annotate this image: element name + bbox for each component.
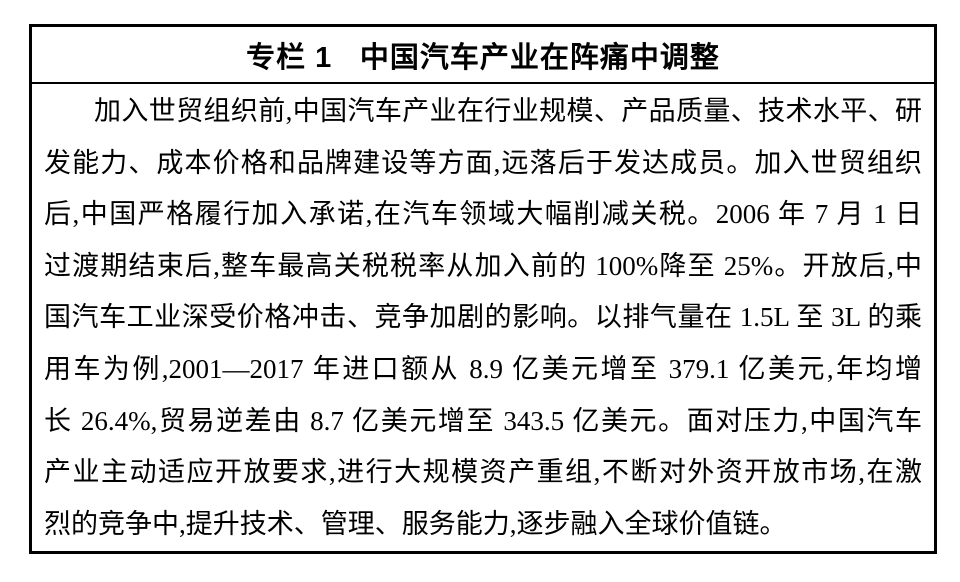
text-line: 产业主动适应开放要求,进行大规模资产重组,不断对外资开放市场,在激 xyxy=(44,457,922,488)
panel-title-text: 中国汽车产业在阵痛中调整 xyxy=(359,41,720,74)
text-line: 发能力、成本价格和品牌建设等方面,远落后于发达成员。加入世贸组织 xyxy=(44,147,922,178)
text-line: 后,中国严格履行加入承诺,在汽车领域大幅削减关税。2006 年 7 月 1 日 xyxy=(44,199,922,230)
text-line: 烈的竞争中,提升技术、管理、服务能力,逐步融入全球价值链。 xyxy=(44,508,787,539)
text-line: 国汽车工业深受价格冲击、竞争加剧的影响。以排气量在 1.5L 至 3L 的乘 xyxy=(44,302,922,333)
panel-body-paragraph: 加入世贸组织前,中国汽车产业在行业规模、产品质量、技术水平、研 发能力、成本价格… xyxy=(32,84,934,550)
text-line: 长 26.4%,贸易逆差由 8.7 亿美元增至 343.5 亿美元。面对压力,中… xyxy=(44,405,922,436)
panel-title-bar: 专栏 1 中国汽车产业在阵痛中调整 xyxy=(32,27,934,84)
panel-title-label: 专栏 1 xyxy=(246,41,333,74)
text-line: 过渡期结束后,整车最高关税税率从加入前的 100%降至 25%。开放后,中 xyxy=(44,250,922,281)
column-box: 专栏 1 中国汽车产业在阵痛中调整 加入世贸组织前,中国汽车产业在行业规模、产品… xyxy=(29,24,937,554)
text-line: 加入世贸组织前,中国汽车产业在行业规模、产品质量、技术水平、研 xyxy=(93,96,922,126)
text-line: 用车为例,2001—2017 年进口额从 8.9 亿美元增至 379.1 亿美元… xyxy=(44,353,922,384)
